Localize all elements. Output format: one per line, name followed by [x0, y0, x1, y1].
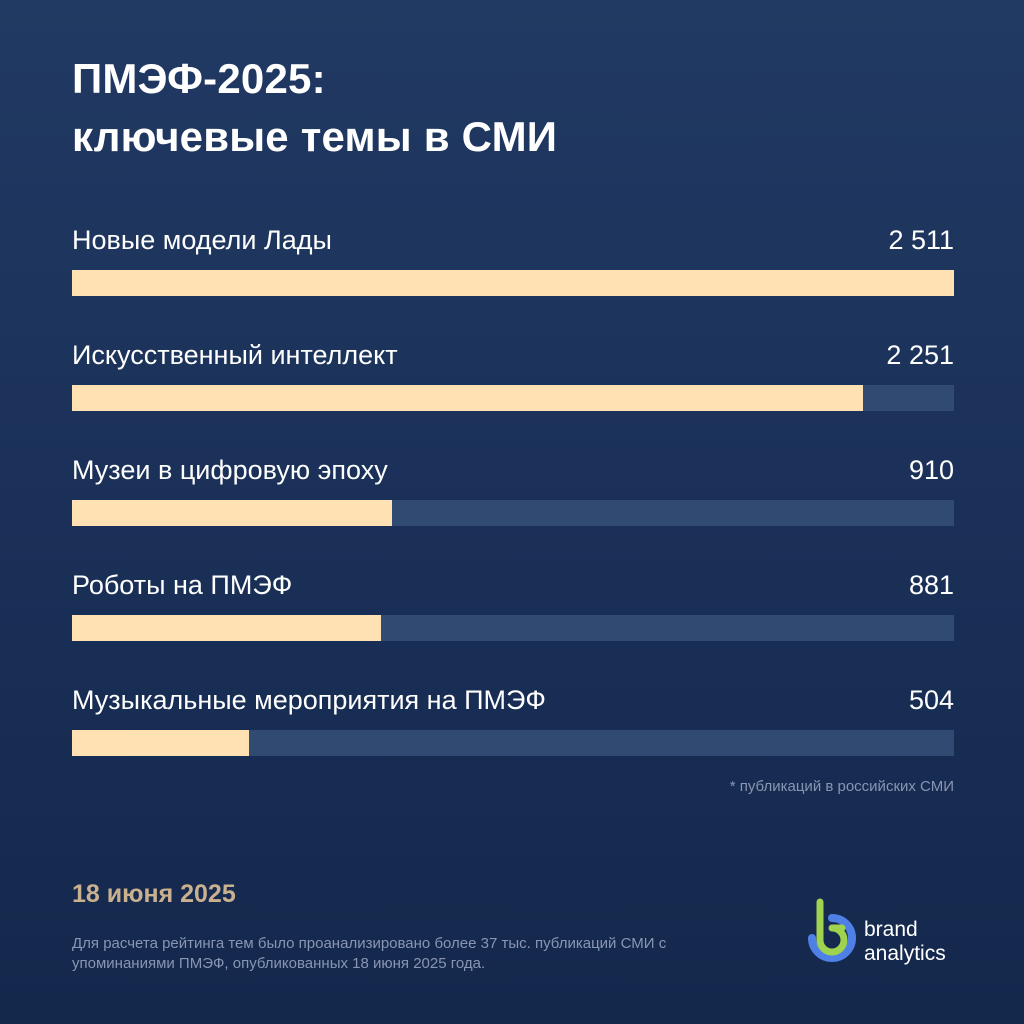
- bar-track: [72, 385, 954, 411]
- bar: [72, 500, 392, 526]
- bar-row: Роботы на ПМЭФ 881: [72, 565, 954, 645]
- bar-row: Музеи в цифровую эпоху 910: [72, 450, 954, 530]
- brand-name-line-2: analytics: [864, 942, 946, 965]
- bar-category-label: Искусственный интеллект: [72, 340, 398, 370]
- bar-chart: Новые модели Лады 2 511 Искусственный инте…: [72, 220, 954, 760]
- footnote: * публикаций в российских СМИ: [729, 778, 954, 795]
- bar-track: [72, 500, 954, 526]
- bar: [72, 615, 381, 641]
- bar-category-label: Музыкальные мероприятия на ПМЭФ: [72, 685, 546, 715]
- bar-row: Музыкальные мероприятия на ПМЭФ 504: [72, 680, 954, 760]
- brand-logo: brand analytics: [798, 894, 968, 974]
- bar: [72, 730, 249, 756]
- bar-value-label: 2 511: [888, 225, 954, 255]
- title-line-1: ПМЭФ-2025:: [72, 55, 326, 102]
- bar-track: [72, 615, 954, 641]
- title-line-2: ключевые темы в СМИ: [72, 113, 558, 160]
- bar-category-label: Роботы на ПМЭФ: [72, 570, 293, 600]
- brand-name: brand analytics: [864, 918, 946, 966]
- bar: [72, 270, 954, 296]
- page-title: ПМЭФ-2025: ключевые темы в СМИ: [72, 50, 557, 166]
- bar-value-label: 910: [908, 455, 954, 485]
- bar-value-label: 881: [908, 570, 954, 600]
- brand-analytics-logo-icon: [808, 898, 856, 962]
- bar-track: [72, 270, 954, 296]
- bar: [72, 385, 863, 411]
- bar-value-label: 2 251: [886, 340, 954, 370]
- brand-name-line-1: brand: [864, 918, 918, 941]
- bar-row: Новые модели Лады 2 511: [72, 220, 954, 300]
- bar-category-label: Новые модели Лады: [72, 225, 332, 255]
- report-date: 18 июня 2025: [72, 880, 236, 908]
- bar-row: Искусственный интеллект 2 251: [72, 335, 954, 415]
- bar-track: [72, 730, 954, 756]
- bar-category-label: Музеи в цифровую эпоху: [72, 455, 388, 485]
- methodology-note: Для расчета рейтинга тем было проанализи…: [72, 935, 667, 972]
- bar-value-label: 504: [908, 685, 954, 715]
